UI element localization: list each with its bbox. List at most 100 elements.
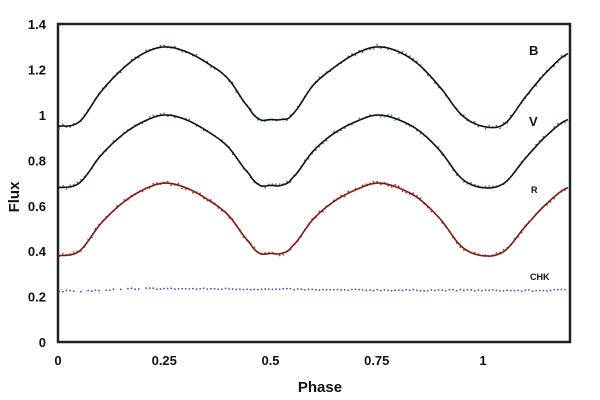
data-point xyxy=(61,253,64,255)
data-point xyxy=(119,288,122,291)
data-point xyxy=(192,287,194,290)
data-point xyxy=(556,122,559,125)
data-point xyxy=(311,288,314,291)
data-point xyxy=(325,139,328,142)
data-point xyxy=(65,289,68,292)
data-point xyxy=(188,287,191,290)
data-point xyxy=(148,115,151,118)
data-point xyxy=(513,289,516,292)
plot-frame xyxy=(56,22,572,344)
data-point xyxy=(524,289,527,292)
data-point xyxy=(401,190,404,193)
data-point xyxy=(293,289,295,291)
data-point xyxy=(314,288,317,291)
data-point xyxy=(412,288,415,291)
data-point xyxy=(416,289,418,292)
data-point xyxy=(376,180,379,183)
data-point xyxy=(282,287,285,290)
data-point xyxy=(278,254,281,257)
data-point xyxy=(462,289,465,292)
data-point xyxy=(531,290,534,293)
y-tick-label: 0.4 xyxy=(28,244,47,259)
data-point xyxy=(390,114,393,117)
x-tick-label: 0.5 xyxy=(261,353,279,368)
data-point xyxy=(434,289,436,292)
data-point xyxy=(202,287,205,290)
data-point xyxy=(264,288,267,290)
data-point xyxy=(166,287,169,290)
data-point xyxy=(387,289,389,292)
data-point xyxy=(397,289,400,292)
data-point xyxy=(369,48,371,51)
series-b xyxy=(57,43,569,130)
data-point xyxy=(387,184,389,187)
data-point xyxy=(61,123,64,126)
data-point xyxy=(188,118,191,121)
data-point xyxy=(72,290,75,293)
data-point xyxy=(217,288,220,291)
data-point xyxy=(145,49,147,52)
data-point xyxy=(72,251,75,254)
data-point xyxy=(372,48,375,50)
data-point xyxy=(372,180,375,183)
fit-curve xyxy=(57,114,569,189)
data-point xyxy=(553,288,556,291)
data-point xyxy=(235,288,238,291)
data-point xyxy=(372,289,375,292)
data-point xyxy=(325,288,328,291)
data-point xyxy=(441,289,444,291)
data-point xyxy=(170,184,173,186)
data-point xyxy=(509,289,512,292)
data-point xyxy=(452,288,454,291)
data-point xyxy=(173,116,176,119)
data-point xyxy=(152,182,155,185)
data-point xyxy=(437,288,440,291)
data-point xyxy=(199,287,202,290)
data-point xyxy=(477,289,480,291)
data-point xyxy=(220,288,223,290)
data-point xyxy=(177,182,180,185)
data-point xyxy=(556,288,559,291)
data-point xyxy=(340,289,342,291)
data-point xyxy=(304,289,306,291)
y-tick-label: 1.4 xyxy=(28,17,47,32)
data-point xyxy=(69,289,72,292)
data-point xyxy=(159,44,162,47)
data-point xyxy=(369,289,371,291)
data-point xyxy=(163,112,165,115)
data-point xyxy=(134,288,137,291)
data-point xyxy=(423,289,426,292)
data-point xyxy=(477,125,480,128)
data-point xyxy=(564,121,566,124)
data-point xyxy=(253,288,256,291)
x-axis-label: Phase xyxy=(298,379,342,396)
y-tick-label: 0.6 xyxy=(28,199,46,214)
data-point xyxy=(488,289,491,292)
data-point xyxy=(152,114,155,117)
series-label-b: B xyxy=(529,43,538,58)
data-point xyxy=(473,290,476,292)
data-point xyxy=(546,290,548,292)
data-point xyxy=(289,287,292,290)
data-point xyxy=(173,288,176,291)
data-point xyxy=(184,188,187,191)
data-point xyxy=(108,289,111,292)
data-point xyxy=(470,181,472,184)
data-point xyxy=(296,288,299,290)
data-point xyxy=(332,130,335,133)
fit-curve xyxy=(57,182,569,257)
data-point xyxy=(275,183,277,186)
data-point xyxy=(278,183,281,185)
data-point xyxy=(239,288,241,290)
data-point xyxy=(394,183,397,186)
data-point xyxy=(195,288,198,291)
data-point xyxy=(58,290,61,293)
data-point xyxy=(488,185,491,187)
data-point xyxy=(499,127,501,130)
data-point xyxy=(419,289,422,292)
data-point xyxy=(322,288,324,291)
x-tick-label: 0.25 xyxy=(152,353,177,368)
data-point xyxy=(379,289,382,292)
data-point xyxy=(105,289,108,292)
data-point xyxy=(163,287,165,290)
